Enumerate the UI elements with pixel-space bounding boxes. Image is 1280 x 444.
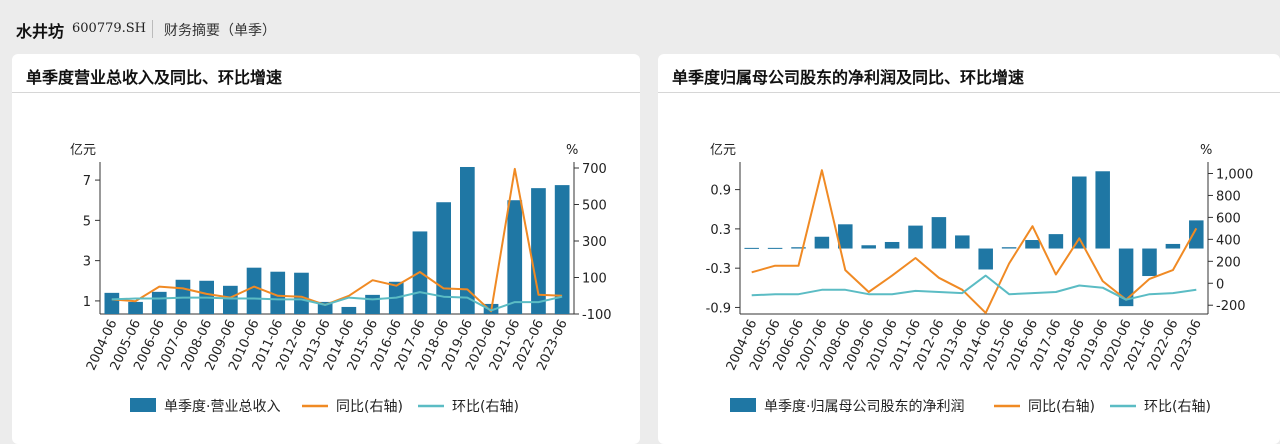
bar [814, 236, 830, 249]
left-tick-label: -0.9 [706, 301, 731, 316]
right-tick-label: 0 [1216, 277, 1224, 292]
left-tick-label: 5 [83, 214, 91, 229]
right-tick-label: 1,000 [1216, 167, 1253, 182]
legend-label-qoq: 环比(右轴) [452, 399, 519, 415]
bar [151, 291, 167, 314]
legend-swatch-bar [730, 398, 756, 412]
right-tick-label: 400 [1216, 233, 1241, 248]
bar [1025, 240, 1040, 249]
bar [365, 294, 380, 314]
bar [507, 200, 523, 314]
legend-label-qoq: 环比(右轴) [1144, 399, 1211, 415]
panel-divider [12, 92, 640, 93]
bar [1189, 220, 1204, 249]
qoq-line [111, 291, 563, 312]
page-subtitle: 财务摘要（单季） [164, 23, 276, 39]
right-tick-label: 500 [582, 199, 607, 214]
bar [931, 217, 947, 249]
bar [1072, 176, 1087, 249]
bar [270, 271, 286, 314]
right-tick-label: 300 [582, 235, 607, 250]
revenue-chart-title: 单季度营业总收入及同比、环比增速 [26, 68, 283, 87]
bar [861, 245, 876, 249]
left-tick-label: 7 [83, 174, 91, 189]
company-name: 水井坊 [16, 22, 65, 41]
panel-divider [658, 92, 1280, 93]
legend-label-bar: 单季度·营业总收入 [164, 399, 280, 415]
bar [767, 247, 783, 249]
qoq-line [751, 274, 1197, 301]
profit-chart-panel: 单季度归属母公司股东的净利润及同比、环比增速 亿元% -0.9 -0.3 0.3 0.9… [658, 54, 1280, 444]
left-tick-label: 1 [83, 295, 91, 310]
legend-label-yoy: 同比(右轴) [1028, 399, 1095, 415]
bar [955, 235, 970, 249]
bar [978, 248, 993, 270]
bar [104, 292, 120, 314]
left-axis-unit: 亿元 [70, 143, 96, 158]
bar [341, 306, 357, 314]
legend-swatch-bar [130, 398, 156, 412]
legend-label-bar: 单季度·归属母公司股东的净利润 [764, 398, 964, 415]
bar [1048, 234, 1064, 249]
revenue-chart: 亿元 %1357-1001003005007002004-062005-06200… [70, 143, 612, 415]
bar [884, 241, 900, 249]
bar [223, 285, 238, 314]
bar [1118, 248, 1134, 307]
right-tick-label: 600 [1216, 211, 1241, 226]
bar [791, 247, 806, 249]
left-tick-label: 0.9 [710, 184, 731, 199]
left-tick-label: -0.3 [706, 262, 731, 277]
legend-label-yoy: 同比(右轴) [336, 399, 403, 415]
right-tick-label: 100 [582, 272, 607, 287]
header-separator [152, 20, 153, 38]
left-tick-label: 3 [83, 255, 91, 270]
right-tick-label: 800 [1216, 189, 1241, 204]
left-axis-unit: 亿元 [710, 143, 736, 158]
stock-code: 600779.SH [72, 21, 147, 36]
top-bar: 水井坊 600779.SH 财务摘要（单季） [0, 0, 1280, 52]
right-tick-label: 200 [1216, 255, 1241, 270]
right-axis-unit: % [566, 143, 578, 158]
profit-chart-title: 单季度归属母公司股东的净利润及同比、环比增速 [672, 68, 1025, 87]
bar [128, 301, 143, 314]
right-tick-label: 700 [582, 162, 607, 177]
bar [1095, 171, 1110, 249]
bar [744, 247, 759, 249]
revenue-chart-panel: 单季度营业总收入及同比、环比增速 亿元% 1 3 5 7 -100 100 300 500 700… [12, 54, 640, 444]
bar [554, 185, 570, 314]
bar [1142, 248, 1157, 277]
right-tick-label: -100 [582, 308, 612, 323]
bar [294, 272, 309, 314]
right-axis-unit: % [1200, 143, 1212, 158]
right-tick-label: -200 [1216, 299, 1246, 314]
profit-chart: 亿元 %-0.9-0.30.30.9-20002004006008001,0002… [706, 143, 1254, 415]
bar [838, 224, 853, 249]
bar [531, 188, 546, 314]
left-tick-label: 0.3 [710, 223, 731, 238]
bar [908, 225, 923, 249]
bar [1165, 243, 1181, 249]
bar [460, 166, 475, 314]
bar [1001, 247, 1017, 249]
bar [246, 267, 262, 314]
